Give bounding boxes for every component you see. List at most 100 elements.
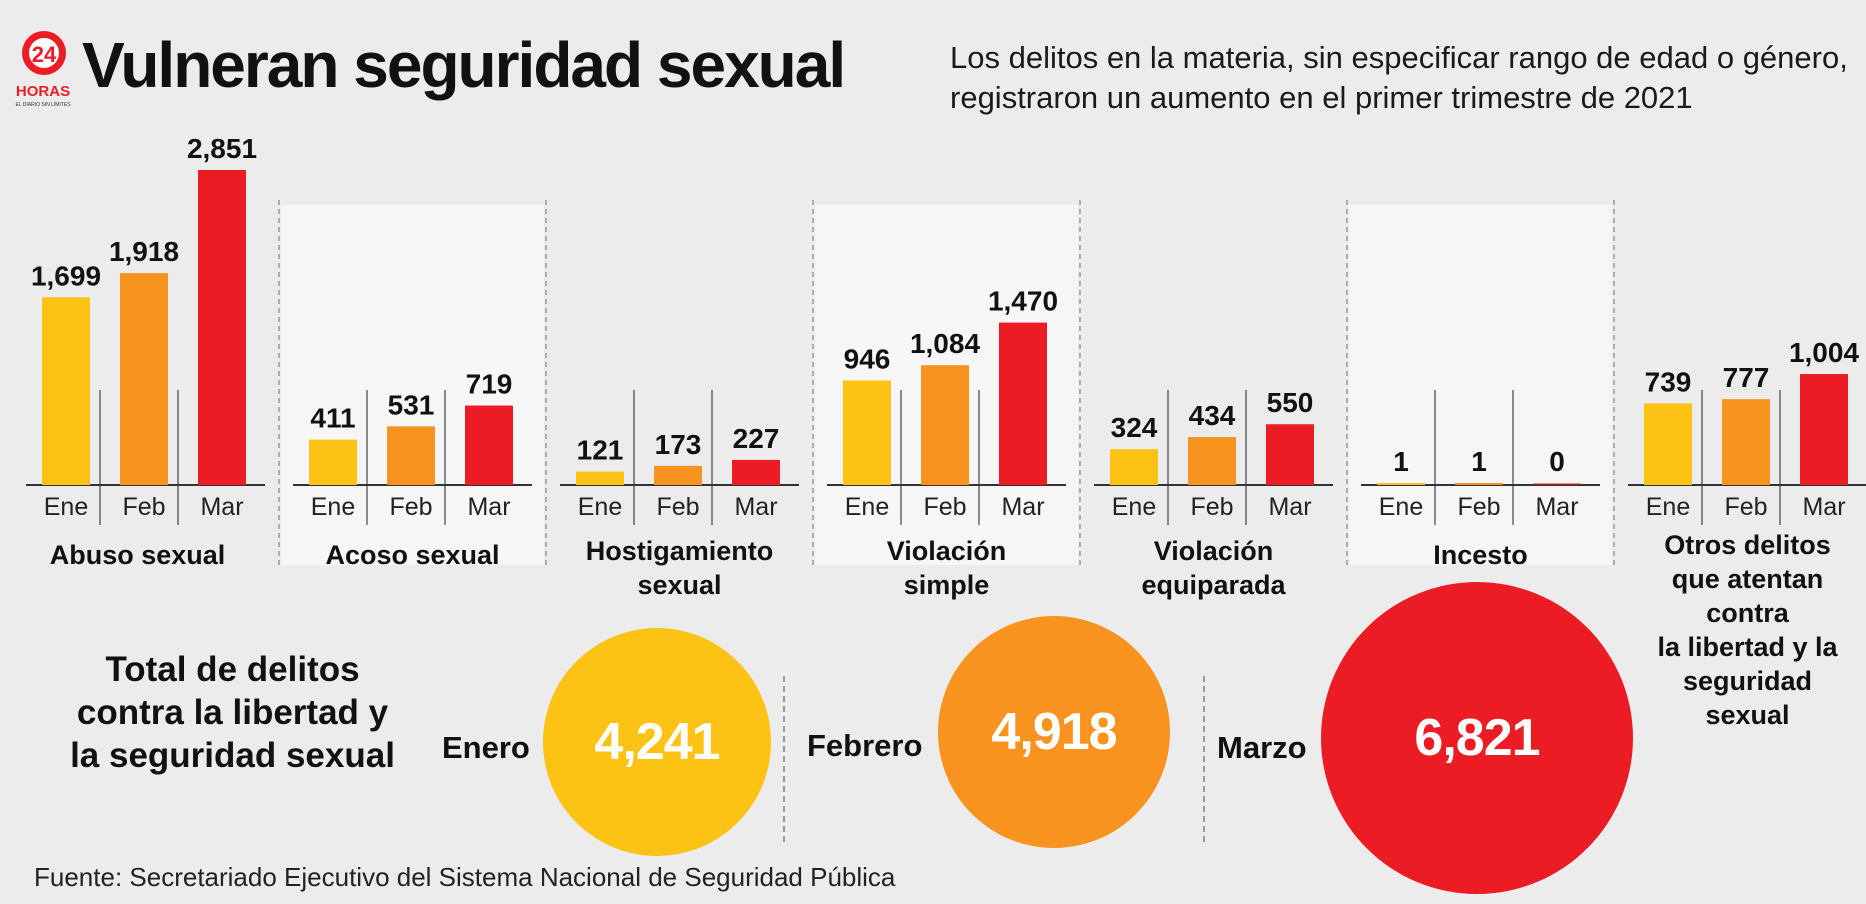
totals-heading-line-3: la seguridad sexual <box>70 736 395 775</box>
group-label: Abuso sexual <box>50 540 226 570</box>
totals-divider <box>1203 676 1205 842</box>
bar <box>732 459 780 485</box>
group-label: Acoso sexual <box>325 540 499 570</box>
totals-heading-line-2: contra la libertad y <box>76 693 389 732</box>
bar-chart: 1,699 Ene 1,918 Feb 2,851 Mar Abuso sexual 411 E… <box>26 133 1866 730</box>
bar-value-label: 2,851 <box>187 133 257 164</box>
bar <box>1644 403 1692 485</box>
bar-value-label: 1,918 <box>109 236 179 267</box>
bar <box>1533 483 1581 485</box>
month-tick-label: Mar <box>1802 493 1845 521</box>
month-tick-label: Ene <box>845 493 889 521</box>
subtitle-line-1: Los delitos en la materia, sin especific… <box>950 40 1848 75</box>
bar-value-label: 434 <box>1189 400 1236 431</box>
month-tick-label: Ene <box>1379 493 1423 521</box>
bar <box>576 471 624 485</box>
logo-number: 24 <box>32 42 57 67</box>
month-tick-label: Feb <box>122 493 165 521</box>
bar <box>1110 449 1158 485</box>
total-month-label-febrero: Febrero <box>807 728 923 763</box>
bar-value-label: 1,470 <box>988 286 1058 317</box>
bar-value-label: 1,084 <box>910 328 980 359</box>
page-subtitle: Los delitos en la materia, sin especific… <box>950 38 1860 118</box>
bar-value-label: 0 <box>1549 446 1565 477</box>
bar <box>1188 437 1236 485</box>
bar-value-label: 173 <box>655 429 702 460</box>
bar <box>309 439 357 485</box>
bar <box>1377 483 1425 485</box>
group-label: la libertad y la <box>1657 632 1838 662</box>
group-label: sexual <box>637 570 721 600</box>
total-circle-enero: 4,241 <box>543 628 771 856</box>
month-tick-label: Ene <box>44 493 88 521</box>
bar <box>198 170 246 485</box>
bar-value-label: 531 <box>388 389 435 420</box>
group-label: que atentan <box>1672 564 1824 594</box>
24-horas-logo: 24 HORAS EL DIARIO SIN LÍMITES <box>14 26 72 112</box>
bar-value-label: 1,699 <box>31 260 101 291</box>
logo-brand: HORAS <box>16 83 70 100</box>
totals-heading: Total de delitos contra la libertad y la… <box>40 648 425 777</box>
bar <box>1455 483 1503 485</box>
bar-value-label: 1 <box>1471 446 1487 477</box>
bar <box>999 322 1047 485</box>
bar-value-label: 550 <box>1267 387 1314 418</box>
total-value-enero: 4,241 <box>594 713 720 771</box>
bar-value-label: 411 <box>310 403 355 434</box>
group-label: Incesto <box>1433 540 1528 570</box>
month-tick-label: Ene <box>1646 493 1690 521</box>
group-label: equiparada <box>1141 570 1286 600</box>
bar-value-label: 739 <box>1645 366 1692 397</box>
bar-value-label: 946 <box>844 343 891 374</box>
bar <box>465 405 513 485</box>
month-tick-label: Ene <box>578 493 622 521</box>
month-tick-label: Mar <box>200 493 243 521</box>
bar-value-label: 227 <box>733 423 780 454</box>
total-month-label-marzo: Marzo <box>1217 730 1307 765</box>
month-tick-label: Ene <box>311 493 355 521</box>
bar <box>387 426 435 485</box>
month-tick-label: Feb <box>1724 493 1767 521</box>
group-label: simple <box>904 570 990 600</box>
bar <box>1722 399 1770 485</box>
bar <box>1266 424 1314 485</box>
group-label: Hostigamiento <box>586 536 774 566</box>
logo-tagline: EL DIARIO SIN LÍMITES <box>15 101 71 108</box>
month-tick-label: Feb <box>1457 493 1500 521</box>
group-label: Otros delitos <box>1664 530 1831 560</box>
bar <box>654 465 702 485</box>
month-tick-label: Mar <box>467 493 510 521</box>
bar <box>921 365 969 485</box>
bar <box>42 297 90 485</box>
group-label: Violación <box>887 536 1007 566</box>
month-tick-label: Mar <box>1535 493 1578 521</box>
total-circle-febrero: 4,918 <box>938 616 1170 848</box>
bar-value-label: 777 <box>1723 362 1770 393</box>
bar <box>843 380 891 485</box>
month-tick-label: Ene <box>1112 493 1156 521</box>
month-tick-label: Feb <box>923 493 966 521</box>
month-tick-label: Feb <box>389 493 432 521</box>
bar-value-label: 121 <box>577 435 624 466</box>
month-tick-label: Feb <box>1190 493 1233 521</box>
subtitle-line-2: registraron un aumento en el primer trim… <box>950 80 1693 115</box>
bar <box>1800 374 1848 485</box>
bar-value-label: 1 <box>1393 446 1409 477</box>
total-value-febrero: 4,918 <box>991 703 1117 761</box>
group-label: seguridad <box>1683 666 1812 696</box>
total-value-marzo: 6,821 <box>1414 709 1540 767</box>
bar-value-label: 719 <box>466 369 513 400</box>
month-tick-label: Mar <box>734 493 777 521</box>
group-panel <box>281 205 544 565</box>
month-tick-label: Mar <box>1268 493 1311 521</box>
month-tick-label: Mar <box>1001 493 1044 521</box>
source-note: Fuente: Secretariado Ejecutivo del Siste… <box>34 862 896 892</box>
bar-value-label: 1,004 <box>1789 337 1859 368</box>
group-label: Violación <box>1154 536 1274 566</box>
month-tick-label: Feb <box>656 493 699 521</box>
total-circle-marzo: 6,821 <box>1321 582 1633 894</box>
totals-divider <box>783 676 785 842</box>
bar <box>120 273 168 485</box>
totals-heading-line-1: Total de delitos <box>105 650 360 689</box>
group-label: sexual <box>1705 700 1789 730</box>
